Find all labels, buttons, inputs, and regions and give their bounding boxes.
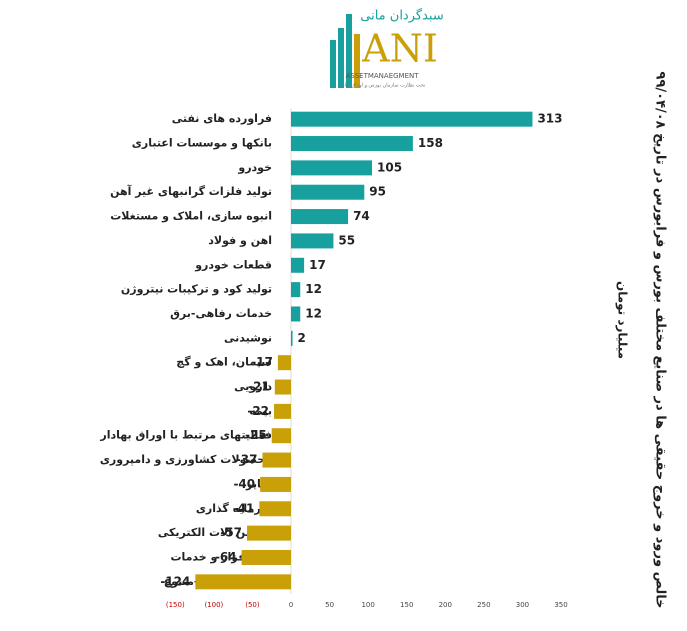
bar: [277, 355, 292, 371]
value-label: -25: [245, 428, 267, 442]
bar: [291, 209, 349, 225]
category-label: خدمات رفاهی-برق: [170, 307, 272, 320]
value-label: 313: [537, 112, 562, 126]
value-label: 105: [377, 160, 402, 174]
x-tick-label: (100): [204, 601, 223, 609]
bar: [291, 160, 373, 176]
chart-subtitle: میلیارد تومان: [615, 281, 630, 359]
bar: [195, 574, 292, 590]
bar: [291, 257, 305, 273]
value-label: 12: [305, 306, 322, 320]
bar: [291, 233, 334, 249]
bar: [291, 306, 301, 322]
chart-title: خالص ورود و خروج حقیقی ها در صنایع مختلف…: [653, 72, 668, 609]
value-label: 55: [338, 233, 355, 247]
x-tick-label: 350: [554, 601, 567, 609]
value-label: -124: [160, 574, 190, 588]
category-label: قطعات خودرو: [194, 258, 272, 271]
value-label: -41: [233, 501, 255, 515]
value-label: -57: [220, 526, 242, 540]
bar: [291, 111, 533, 127]
value-label: -22: [247, 404, 269, 418]
bar: [291, 282, 301, 298]
category-label: ماشین الات الکتریکی: [158, 526, 272, 539]
logo-bar: [338, 28, 344, 88]
logo-subtitle: ASSETMANAEGMENT: [345, 72, 419, 80]
x-tick-label: 0: [289, 601, 293, 609]
value-label: -64: [215, 550, 237, 564]
logo-brand: سبدگردان مانی: [360, 8, 443, 24]
bar: [274, 379, 292, 395]
logo: سبدگردان مانی ANI ASSETMANAEGMENT تحت نظ…: [330, 8, 444, 89]
logo-tagline: تحت نظارت سازمان بورس و اوراق بهادار: [338, 83, 426, 89]
category-label: انبوه سازی، املاک و مستغلات: [110, 210, 272, 223]
value-label: -21: [248, 380, 270, 394]
logo-mark: ANI: [361, 27, 438, 71]
category-label: فراورده های نفتی: [172, 112, 272, 125]
logo-bar: [330, 40, 336, 88]
category-label: فعالیتهای مرتبط با اوراق بهادار: [99, 429, 272, 442]
category-label: تولید کود و ترکیبات نیتروژن: [121, 283, 272, 296]
category-label: تولید فلزات گرانبهای غیر آهن: [110, 184, 272, 198]
category-label: نوشیدنی: [224, 331, 272, 344]
x-tick-label: 250: [477, 601, 490, 609]
bar: [241, 549, 292, 565]
logo-bar: [354, 34, 360, 88]
category-label: محصولات کشاورزی و دامپروری: [100, 453, 272, 466]
bar: [259, 501, 292, 517]
category-label: خودرو: [237, 161, 272, 174]
bar: [247, 525, 292, 541]
category-label: اهن و فولاد: [208, 234, 272, 247]
value-label: 12: [305, 282, 322, 296]
x-tick-label: 150: [400, 601, 413, 609]
category-label: سرمایه گذاری: [196, 502, 272, 515]
bar: [262, 452, 292, 468]
value-label: -40: [233, 477, 255, 491]
bar: [260, 476, 292, 492]
bar: [291, 184, 365, 200]
category-label: بیمه: [249, 404, 272, 417]
x-tick-label: (150): [166, 601, 185, 609]
bar: [291, 330, 293, 346]
category-label: بانکها و موسسات اعتباری: [132, 137, 272, 150]
logo-bar: [346, 14, 352, 88]
bar: [274, 403, 292, 419]
category-label: دارویی: [234, 380, 272, 393]
x-tick-label: 200: [439, 601, 452, 609]
x-tick-label: (50): [245, 601, 260, 609]
value-label: -37: [236, 453, 258, 467]
bar: [271, 428, 292, 444]
x-tick-label: 100: [361, 601, 374, 609]
category-label: سیمان، اهک و گچ: [176, 356, 272, 369]
value-label: 74: [353, 209, 370, 223]
x-tick-label: 300: [516, 601, 529, 609]
x-tick-label: 50: [325, 601, 334, 609]
value-label: 2: [298, 331, 306, 345]
value-label: -17: [251, 355, 273, 369]
bar: [291, 136, 413, 152]
value-label: 17: [309, 258, 326, 272]
value-label: 95: [369, 185, 386, 199]
value-label: 158: [418, 136, 443, 150]
